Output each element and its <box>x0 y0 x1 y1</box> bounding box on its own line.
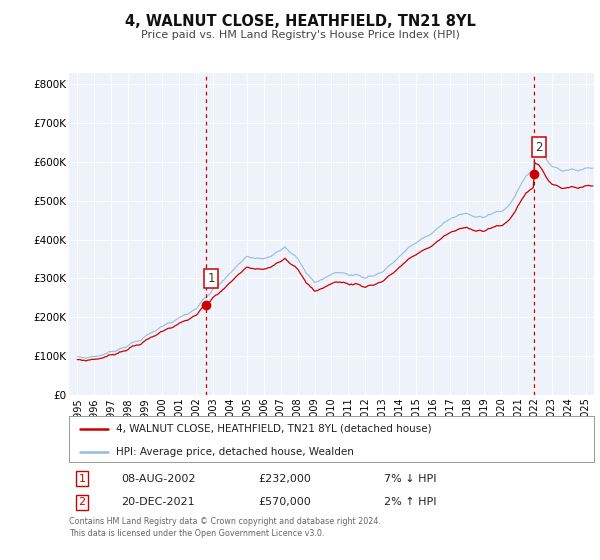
Text: 1: 1 <box>79 474 86 484</box>
Text: Contains HM Land Registry data © Crown copyright and database right 2024.
This d: Contains HM Land Registry data © Crown c… <box>69 517 381 538</box>
Text: HPI: Average price, detached house, Wealden: HPI: Average price, detached house, Weal… <box>116 447 354 457</box>
Text: 20-DEC-2021: 20-DEC-2021 <box>121 497 195 507</box>
Text: £232,000: £232,000 <box>258 474 311 484</box>
Text: 1: 1 <box>208 272 215 285</box>
Text: Price paid vs. HM Land Registry's House Price Index (HPI): Price paid vs. HM Land Registry's House … <box>140 30 460 40</box>
Text: 08-AUG-2002: 08-AUG-2002 <box>121 474 196 484</box>
Text: 7% ↓ HPI: 7% ↓ HPI <box>384 474 437 484</box>
Text: 2: 2 <box>535 141 543 154</box>
Text: 2: 2 <box>79 497 86 507</box>
Text: £570,000: £570,000 <box>258 497 311 507</box>
Text: 4, WALNUT CLOSE, HEATHFIELD, TN21 8YL: 4, WALNUT CLOSE, HEATHFIELD, TN21 8YL <box>125 14 475 29</box>
Text: 4, WALNUT CLOSE, HEATHFIELD, TN21 8YL (detached house): 4, WALNUT CLOSE, HEATHFIELD, TN21 8YL (d… <box>116 424 432 434</box>
Text: 2% ↑ HPI: 2% ↑ HPI <box>384 497 437 507</box>
